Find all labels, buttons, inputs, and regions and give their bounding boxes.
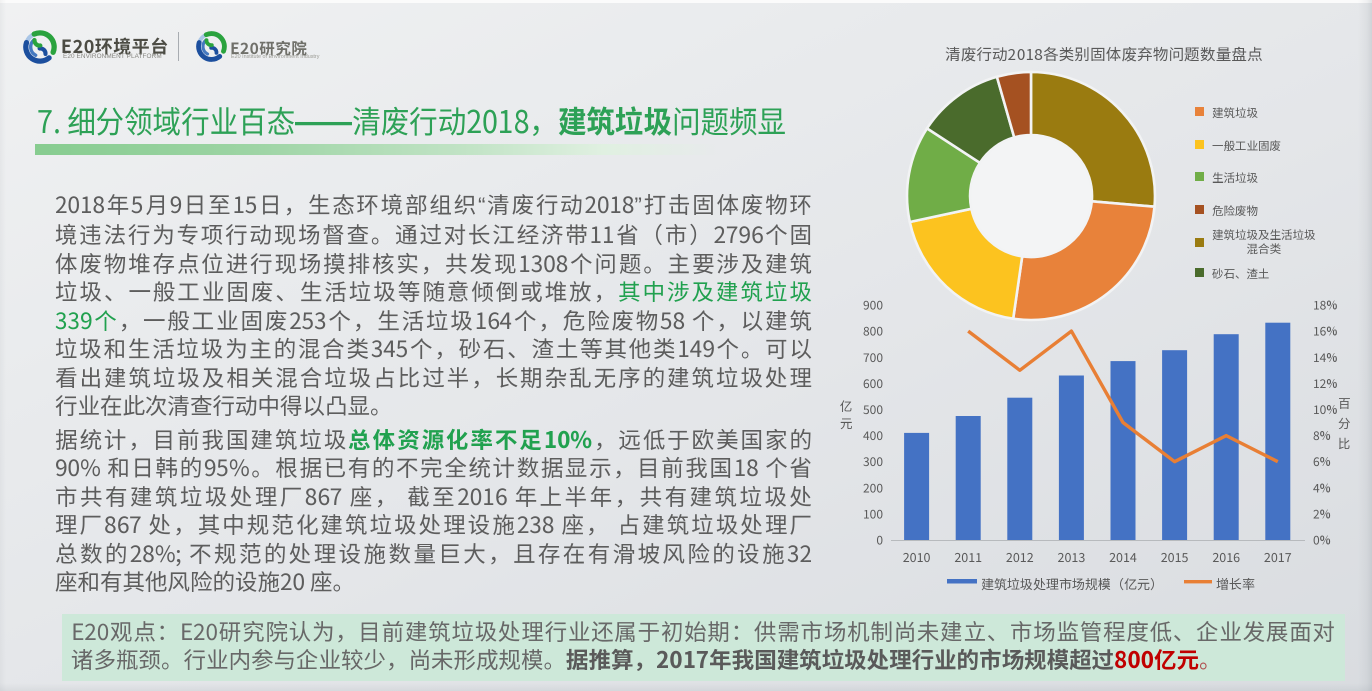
svg-text:比: 比: [1338, 433, 1351, 452]
svg-text:2011: 2011: [954, 547, 982, 566]
svg-text:800: 800: [863, 323, 883, 340]
svg-text:分: 分: [1338, 413, 1351, 432]
svg-text:16%: 16%: [1313, 323, 1337, 340]
svg-text:4%: 4%: [1313, 479, 1331, 496]
svg-text:18%: 18%: [1313, 297, 1337, 314]
svg-text:6%: 6%: [1313, 453, 1331, 470]
svg-text:百: 百: [1338, 393, 1351, 412]
svg-text:700: 700: [863, 349, 883, 366]
svg-text:2015: 2015: [1161, 547, 1189, 566]
svg-text:2012: 2012: [1006, 547, 1034, 566]
svg-text:500: 500: [863, 401, 883, 418]
svg-text:增长率: 增长率: [1216, 574, 1255, 593]
svg-text:900: 900: [863, 297, 883, 314]
svg-text:8%: 8%: [1313, 427, 1331, 444]
svg-text:300: 300: [863, 453, 883, 470]
svg-text:2017: 2017: [1264, 547, 1292, 566]
svg-text:元: 元: [840, 413, 853, 432]
svg-text:2016: 2016: [1212, 547, 1240, 566]
svg-text:600: 600: [863, 375, 883, 392]
svg-text:建筑垃圾处理市场规模（亿元）: 建筑垃圾处理市场规模（亿元）: [981, 574, 1163, 593]
svg-text:400: 400: [863, 427, 883, 444]
svg-text:14%: 14%: [1313, 349, 1337, 366]
svg-text:0: 0: [876, 532, 883, 549]
svg-text:0%: 0%: [1313, 532, 1331, 549]
svg-text:2014: 2014: [1109, 547, 1137, 566]
svg-text:10%: 10%: [1313, 401, 1337, 418]
svg-text:亿: 亿: [840, 396, 853, 415]
svg-text:200: 200: [863, 479, 883, 496]
svg-text:2010: 2010: [903, 547, 931, 566]
svg-text:12%: 12%: [1313, 375, 1337, 392]
svg-text:2%: 2%: [1313, 505, 1331, 522]
svg-text:2013: 2013: [1058, 547, 1086, 566]
svg-text:100: 100: [863, 505, 883, 522]
